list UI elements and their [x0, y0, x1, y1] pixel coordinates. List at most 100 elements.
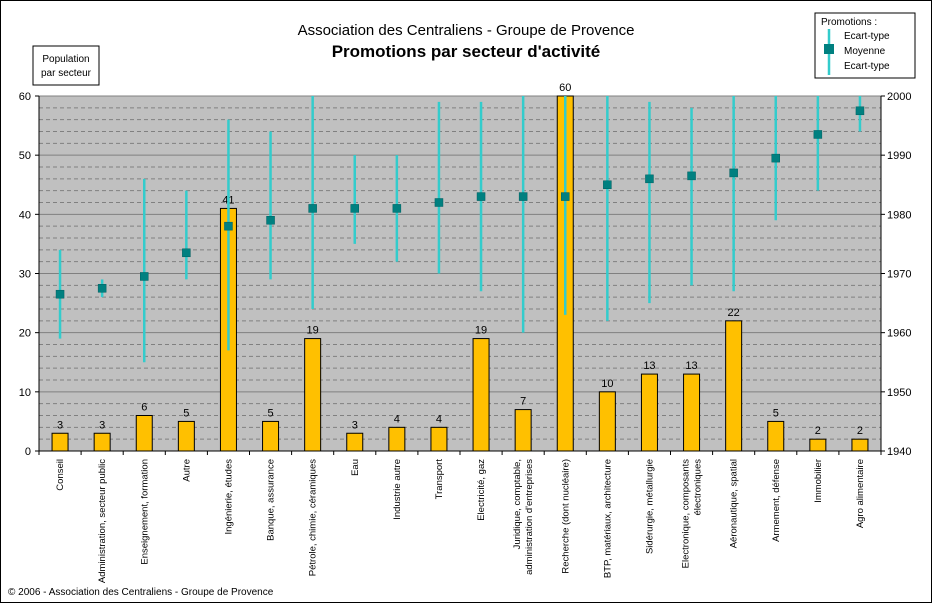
bar — [262, 420, 280, 452]
category-label: Immobilier — [813, 459, 824, 503]
bar-value-label: 5 — [267, 407, 273, 419]
bar — [514, 409, 532, 452]
chart-title: Association des Centraliens - Groupe de … — [298, 22, 635, 39]
bar — [430, 426, 448, 452]
bar-value-label: 3 — [99, 419, 105, 431]
bar-value-label: 2 — [815, 425, 821, 437]
bar-value-label: 4 — [394, 413, 400, 425]
category-label: Recherche (dont nucléaire) — [560, 459, 571, 574]
legend-item-stddev-upper: Ecart-type — [844, 31, 890, 42]
bar-value-label: 3 — [57, 419, 63, 431]
promotion-mean-marker — [729, 168, 738, 178]
bar-value-label: 13 — [685, 360, 697, 372]
category-label: Sidérurgie, métallurgie — [644, 459, 655, 554]
plot-area: 0102030405060194019501960197019801990200… — [19, 82, 912, 583]
promotion-mean-marker — [771, 153, 780, 163]
category-label: BTP, matériaux, architecture — [602, 459, 613, 578]
category-label: Banque, assurance — [266, 459, 277, 541]
category-label: Industrie autre — [392, 459, 403, 520]
bar — [767, 420, 785, 452]
bar — [683, 373, 701, 452]
category-label: Pétrole, chimie, céramiques — [308, 459, 319, 576]
y-right-tick-label: 2000 — [887, 91, 911, 103]
legend-mean-icon — [824, 44, 834, 54]
bar — [598, 391, 616, 452]
category-label: Armement, défense — [771, 459, 782, 542]
promotion-mean-marker — [55, 289, 65, 299]
left-axis-label-box: Population par secteur — [32, 45, 100, 86]
y-right-tick-label: 1950 — [887, 387, 911, 399]
bar-value-label: 22 — [728, 307, 740, 319]
category-label: Administration, secteur public — [97, 459, 108, 583]
left-axis-label-line1: Population — [42, 54, 89, 65]
y-right-tick-label: 1940 — [887, 446, 911, 458]
promotion-mean-marker — [224, 221, 233, 231]
promotion-mean-marker — [687, 171, 696, 181]
legend-item-stddev-lower: Ecart-type — [844, 61, 890, 72]
category-label: administration d'entreprises — [524, 459, 535, 575]
promotion-mean-marker — [561, 192, 570, 201]
promotion-mean-marker — [518, 192, 528, 201]
y-left-tick-label: 40 — [19, 209, 31, 221]
promotion-mean-marker — [855, 106, 865, 116]
bar — [472, 338, 490, 452]
bar-value-label: 6 — [141, 402, 147, 414]
category-label: Conseil — [55, 459, 66, 491]
y-left-tick-label: 50 — [19, 150, 31, 162]
bar-value-label: 5 — [773, 407, 779, 419]
bar — [809, 438, 827, 452]
promotion-mean-marker — [603, 180, 612, 189]
bar — [388, 426, 406, 452]
category-label: Electricité, gaz — [476, 459, 487, 521]
bar — [304, 338, 322, 452]
bar-value-label: 4 — [436, 413, 442, 425]
legend-item-mean: Moyenne — [844, 46, 886, 57]
promotion-mean-marker — [97, 284, 107, 293]
bar — [135, 415, 153, 452]
category-label: Juridique, comptable, — [512, 459, 523, 549]
bar — [93, 432, 111, 452]
bar-value-label: 5 — [183, 407, 189, 419]
category-label: Ingénierie, études — [223, 459, 234, 535]
y-right-tick-label: 1960 — [887, 328, 911, 340]
promotion-mean-marker — [392, 204, 402, 213]
promotion-mean-marker — [308, 204, 317, 213]
bar-value-label: 13 — [643, 360, 655, 372]
promotion-mean-marker — [476, 192, 486, 201]
bar — [346, 432, 364, 452]
y-right-tick-label: 1980 — [887, 209, 911, 221]
bar — [51, 432, 69, 452]
y-left-tick-label: 60 — [19, 91, 31, 103]
promotion-mean-marker — [434, 198, 444, 207]
y-left-tick-label: 0 — [25, 446, 31, 458]
y-right-tick-label: 1970 — [887, 269, 911, 281]
bar-value-label: 10 — [601, 378, 613, 390]
bar-value-label: 60 — [559, 82, 571, 94]
y-right-tick-label: 1990 — [887, 150, 911, 162]
bar-value-label: 19 — [475, 325, 487, 337]
y-left-tick-label: 30 — [19, 269, 31, 281]
category-label: Transport — [434, 459, 445, 500]
bar-value-label: 3 — [352, 419, 358, 431]
category-label: Aéronautique, spatial — [729, 459, 740, 548]
category-label: Agro alimentaire — [855, 459, 866, 528]
footer-copyright: © 2006 - Association des Centraliens - G… — [8, 587, 274, 598]
legend-title: Promotions : — [821, 17, 877, 28]
category-label: Eau — [350, 459, 361, 476]
category-label: Electronique, composants — [681, 459, 692, 569]
promotion-mean-marker — [182, 248, 191, 258]
y-left-tick-label: 20 — [19, 328, 31, 340]
promotion-mean-marker — [350, 204, 359, 213]
category-label: Enseignement, formation — [139, 459, 150, 565]
bar — [177, 420, 195, 452]
legend: Promotions : Ecart-type Moyenne Ecart-ty… — [814, 12, 916, 79]
promotion-mean-marker — [266, 216, 275, 225]
bar — [851, 438, 869, 452]
category-label: électroniques — [693, 459, 704, 516]
bar-value-label: 19 — [307, 325, 319, 337]
bar-value-label: 7 — [520, 396, 526, 408]
chart-subtitle: Promotions par secteur d'activité — [332, 42, 601, 61]
promotion-mean-marker — [645, 174, 654, 184]
bar — [725, 320, 743, 452]
